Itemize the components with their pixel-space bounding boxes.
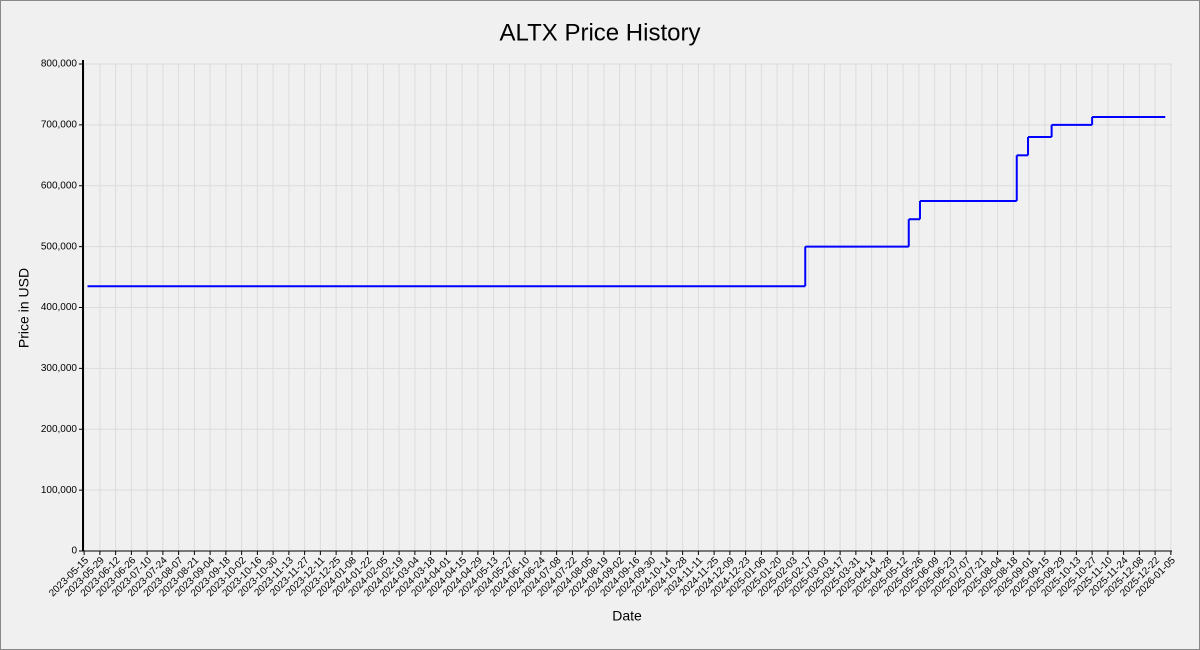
y-tick-label: 700,000 [41,120,78,131]
y-tick-label: 100,000 [41,485,78,496]
y-axis-label: Price in USD [16,268,32,348]
y-tick-label: 200,000 [41,424,78,435]
y-tick-label: 500,000 [41,241,78,252]
chart-title: ALTX Price History [500,19,701,46]
y-tick-label: 800,000 [41,59,78,70]
y-tick-label: 300,000 [41,363,78,374]
y-tick-label: 0 [71,546,77,557]
y-tick-label: 400,000 [41,302,78,313]
x-axis-label: Date [612,608,642,624]
y-tick-label: 600,000 [41,180,78,191]
